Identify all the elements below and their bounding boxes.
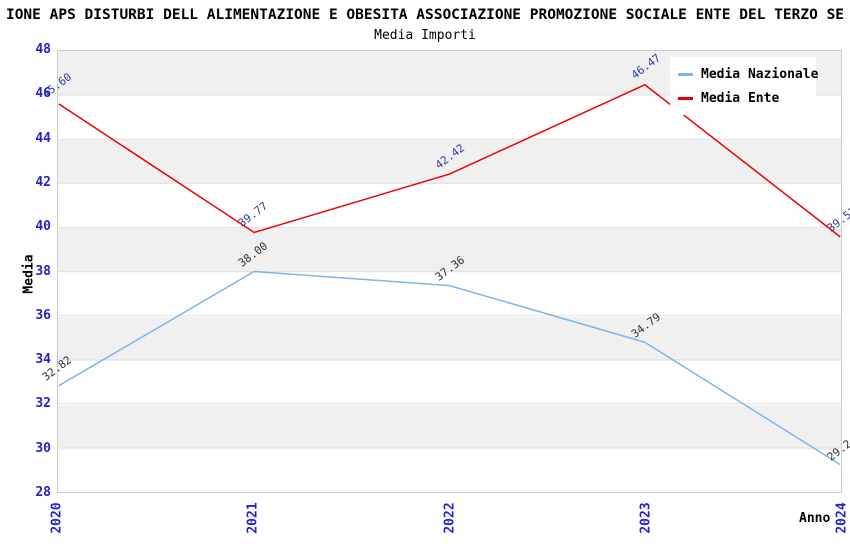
y-tick-label: 44 [35, 130, 51, 146]
plot-area [57, 50, 842, 493]
legend-item-media-ente[interactable]: Media Ente [678, 86, 808, 110]
series-line-media-ente [58, 83, 841, 238]
x-tick-label: 2023 [638, 502, 654, 534]
x-tick-label: 2020 [49, 502, 65, 534]
y-tick-label: 30 [35, 440, 51, 456]
series-lines [58, 83, 841, 466]
x-axis-title: Anno [799, 511, 831, 526]
legend-label: Media Ente [701, 90, 780, 106]
legend-item-media-nazionale[interactable]: Media Nazionale [678, 62, 818, 86]
y-tick-label: 46 [35, 86, 51, 102]
y-axis-title: Media [21, 254, 37, 294]
legend-swatch-red-line-icon [678, 96, 693, 100]
x-tick-label: 2024 [834, 502, 850, 534]
legend-swatch-blue-line-icon [678, 72, 693, 76]
series-line-media-nazionale [58, 270, 841, 466]
y-tick-label: 28 [35, 485, 51, 500]
chart-subtitle: Media Importi [374, 28, 476, 43]
y-tick-label: 42 [35, 174, 51, 190]
y-tick-label: 38 [35, 263, 51, 279]
x-tick-label: 2021 [245, 502, 261, 534]
legend-label: Media Nazionale [701, 66, 819, 82]
y-tick-label: 40 [35, 219, 51, 235]
y-tick-label: 32 [35, 396, 51, 412]
chart-title: IONE APS DISTURBI DELL ALIMENTAZIONE E O… [5, 7, 845, 23]
y-tick-label: 34 [35, 352, 51, 368]
legend: Media Nazionale Media Ente [670, 57, 818, 115]
y-tick-label: 48 [35, 42, 51, 57]
x-tick-label: 2022 [442, 502, 457, 534]
y-tick-label: 36 [35, 307, 51, 323]
